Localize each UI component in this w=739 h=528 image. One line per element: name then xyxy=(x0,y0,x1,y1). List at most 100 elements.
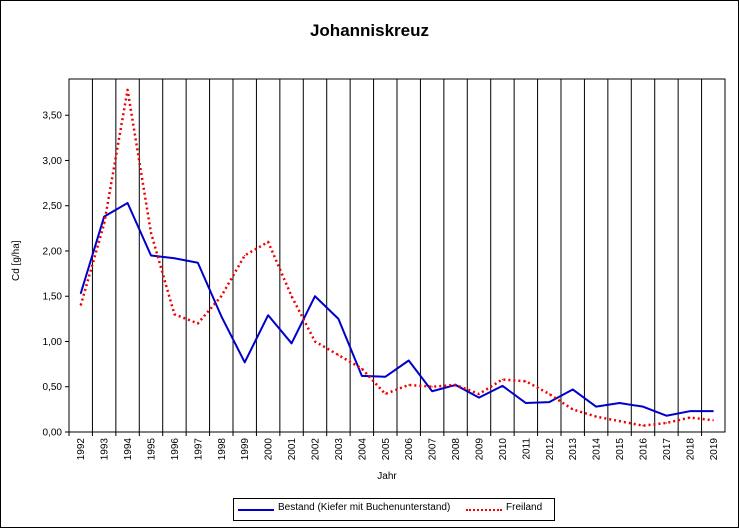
y-axis-label: Cd [g/ha] xyxy=(11,240,22,281)
x-tick-label: 2009 xyxy=(475,438,486,461)
data-point-bestand xyxy=(689,410,691,412)
data-point-freiland xyxy=(501,378,504,381)
x-tick-label: 1992 xyxy=(76,438,87,461)
x-tick-label: 1993 xyxy=(100,438,111,461)
x-tick-label: 1994 xyxy=(123,438,134,461)
x-tick-label: 2007 xyxy=(428,438,439,461)
data-point-bestand xyxy=(431,390,433,392)
legend: Bestand (Kiefer mit Buchenunterstand) Fr… xyxy=(233,498,555,521)
data-point-freiland xyxy=(197,322,199,324)
y-tick-label: 2,50 xyxy=(43,201,63,212)
data-point-bestand xyxy=(80,292,82,295)
series-line-bestand xyxy=(79,202,714,417)
data-point-bestand xyxy=(314,295,316,297)
y-tick-label: 3,50 xyxy=(43,111,63,122)
data-point-freiland xyxy=(150,232,152,234)
data-point-freiland xyxy=(689,416,691,419)
data-point-freiland xyxy=(431,386,433,388)
chart-title: Johanniskreuz xyxy=(309,21,430,40)
data-point-bestand xyxy=(525,402,527,404)
legend-swatch-bestand xyxy=(238,509,274,511)
x-tick-label: 2015 xyxy=(615,438,626,461)
data-point-freiland xyxy=(173,313,176,315)
data-point-freiland xyxy=(618,420,621,422)
data-point-freiland xyxy=(126,89,129,91)
data-point-bestand xyxy=(712,410,714,412)
data-point-freiland xyxy=(478,393,480,395)
data-point-bestand xyxy=(337,318,340,320)
data-point-bestand xyxy=(572,388,574,391)
x-tick-label: 2017 xyxy=(662,438,673,461)
x-tick-label: 2004 xyxy=(357,438,368,461)
x-tick-label: 2003 xyxy=(334,438,345,461)
y-tick-label: 1,50 xyxy=(43,292,63,303)
y-tick-label: 1,00 xyxy=(43,337,63,348)
data-point-bestand xyxy=(618,402,621,404)
legend-label-freiland: Freiland xyxy=(506,502,543,513)
y-tick-label: 0,00 xyxy=(43,428,63,439)
x-tick-label: 2006 xyxy=(404,438,415,461)
x-tick-label: 2010 xyxy=(498,438,509,461)
legend-label-bestand: Bestand (Kiefer mit Buchenunterstand) xyxy=(278,502,451,513)
data-point-freiland xyxy=(595,416,597,418)
data-point-bestand xyxy=(548,401,550,403)
x-tick-label: 2002 xyxy=(311,438,322,461)
data-point-bestand xyxy=(267,314,269,316)
data-point-freiland xyxy=(642,425,644,427)
x-tick-label: 2008 xyxy=(451,438,462,461)
x-tick-label: 2000 xyxy=(264,438,275,461)
data-point-freiland xyxy=(267,241,269,243)
data-point-freiland xyxy=(337,354,340,356)
data-point-bestand xyxy=(126,202,129,204)
legend-swatch-freiland xyxy=(466,509,502,511)
data-point-freiland xyxy=(525,380,527,382)
x-axis-label: Jahr xyxy=(377,471,397,482)
data-point-freiland xyxy=(665,422,668,424)
data-point-freiland xyxy=(314,340,316,343)
x-tick-label: 2016 xyxy=(639,438,650,461)
x-tick-label: 2005 xyxy=(381,438,392,461)
data-point-bestand xyxy=(361,375,363,377)
x-tick-label: 2013 xyxy=(568,438,579,461)
data-point-bestand xyxy=(665,415,668,417)
data-point-freiland xyxy=(290,295,293,297)
data-point-bestand xyxy=(408,359,410,362)
data-point-freiland xyxy=(712,419,714,421)
x-tick-label: 1995 xyxy=(147,438,158,461)
data-point-bestand xyxy=(173,257,176,259)
x-tick-label: 1996 xyxy=(170,438,181,461)
data-point-bestand xyxy=(244,361,246,363)
data-point-bestand xyxy=(384,376,386,378)
data-point-freiland xyxy=(454,384,457,386)
data-point-bestand xyxy=(150,254,152,257)
data-point-freiland xyxy=(572,408,574,410)
x-tick-label: 1997 xyxy=(193,438,204,461)
data-point-bestand xyxy=(478,397,480,399)
x-tick-label: 2011 xyxy=(521,438,532,460)
x-tick-label: 2019 xyxy=(709,438,720,461)
data-point-freiland xyxy=(103,223,105,225)
y-tick-label: 3,00 xyxy=(43,156,63,167)
data-point-freiland xyxy=(384,393,386,395)
data-point-freiland xyxy=(548,393,550,395)
x-tick-label: 1999 xyxy=(240,438,251,461)
y-tick-label: 2,00 xyxy=(43,246,63,257)
series-line-freiland xyxy=(79,88,714,427)
x-tick-label: 2018 xyxy=(685,438,696,461)
data-point-bestand xyxy=(197,262,199,264)
data-point-freiland xyxy=(408,384,410,386)
data-point-bestand xyxy=(290,342,293,344)
x-tick-label: 1998 xyxy=(217,438,228,461)
data-point-bestand xyxy=(501,385,504,387)
y-tick-label: 0,50 xyxy=(43,382,63,393)
data-point-bestand xyxy=(220,315,222,317)
data-point-freiland xyxy=(361,368,363,370)
x-tick-label: 2001 xyxy=(287,438,298,461)
data-point-bestand xyxy=(642,406,644,408)
data-point-freiland xyxy=(244,254,246,257)
x-tick-label: 2014 xyxy=(592,438,603,461)
x-tick-label: 2012 xyxy=(545,438,556,461)
data-point-freiland xyxy=(220,295,222,297)
